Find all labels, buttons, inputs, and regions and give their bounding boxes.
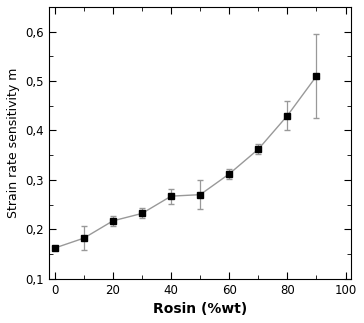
X-axis label: Rosin (%wt): Rosin (%wt) [153, 302, 247, 316]
Y-axis label: Strain rate sensitivity m: Strain rate sensitivity m [7, 68, 20, 218]
